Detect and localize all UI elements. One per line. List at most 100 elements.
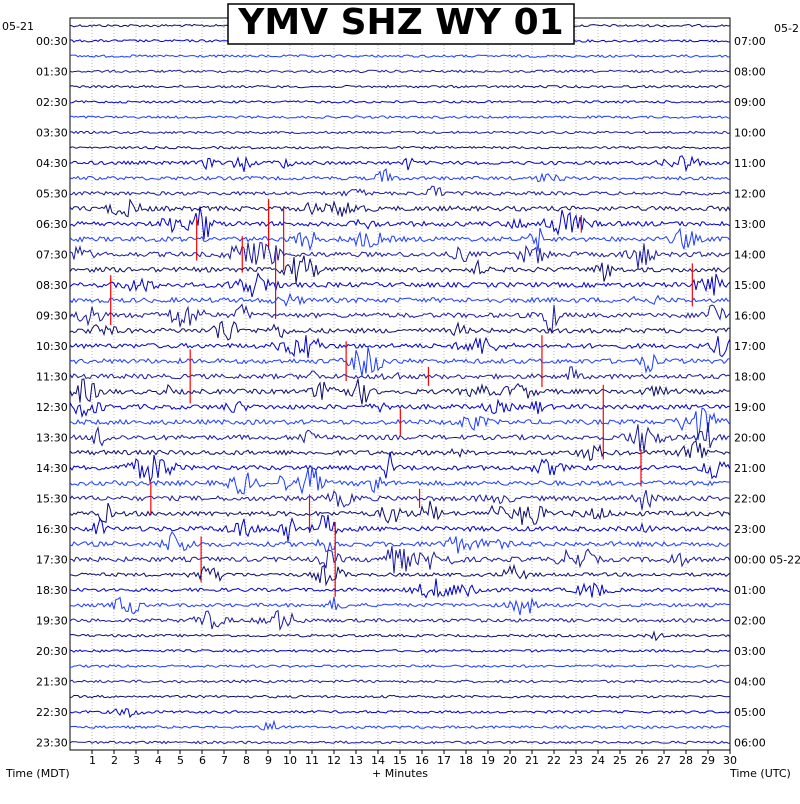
- left-time-label: 05:30: [36, 187, 68, 200]
- trace-row: [69, 466, 731, 495]
- left-time-label: 09:30: [36, 309, 68, 322]
- trace-row: [69, 596, 730, 616]
- trace-row: [69, 694, 730, 699]
- right-axis-label: Time (UTC): [729, 767, 791, 780]
- trace-row: [69, 320, 730, 341]
- left-axis-label: Time (MDT): [5, 767, 70, 780]
- left-date-label: 05-21: [2, 20, 34, 33]
- x-tick-label: 15: [393, 754, 407, 767]
- trace-row: [69, 54, 731, 58]
- left-time-label: 11:30: [36, 370, 68, 383]
- x-tick-label: 22: [547, 754, 561, 767]
- trace-row: [69, 168, 731, 183]
- trace-row: [69, 198, 731, 218]
- trace-row: [69, 69, 731, 74]
- x-tick-label: 3: [133, 754, 140, 767]
- trace-row: [69, 378, 731, 405]
- trace-row: [69, 130, 731, 135]
- right-time-label: 18:00: [734, 370, 766, 383]
- trace-row: [69, 272, 731, 298]
- trace-row: [69, 740, 731, 745]
- trace-row: [69, 545, 731, 574]
- x-tick-label: 14: [371, 754, 385, 767]
- left-time-label: 22:30: [36, 706, 68, 719]
- left-time-label: 12:30: [36, 401, 68, 414]
- right-time-label: 07:00: [734, 35, 766, 48]
- trace-row: [69, 514, 731, 542]
- axis-layer: 00:30 01:30 02:30 03:30 04:30 05:30 06:30 07:30…: [36, 35, 800, 767]
- trace-row: [69, 398, 731, 419]
- right-time-label: 03:00: [734, 645, 766, 658]
- right-time-label: 09:00: [734, 96, 766, 109]
- x-tick-label: 11: [305, 754, 319, 767]
- trace-row: [69, 115, 731, 120]
- right-time-label: 11:00: [734, 157, 766, 170]
- right-time-label: 08:00: [734, 65, 766, 78]
- chart-title: YMV SHZ WY 01: [237, 2, 563, 43]
- trace-row: [69, 303, 731, 334]
- title-box: [227, 3, 575, 45]
- left-time-label: 14:30: [36, 462, 68, 475]
- x-tick-label: 27: [657, 754, 671, 767]
- x-tick-label: 7: [221, 754, 228, 767]
- trace-row: [69, 242, 731, 269]
- x-tick-label: 18: [459, 754, 473, 767]
- x-tick-label: 10: [283, 754, 297, 767]
- x-tick-label: 20: [503, 754, 517, 767]
- right-time-label: 19:00: [734, 401, 766, 414]
- x-tick-label: 30: [723, 754, 737, 767]
- left-time-label: 20:30: [36, 645, 68, 658]
- right-time-label: 02:00: [734, 614, 766, 627]
- right-time-label: 10:00: [734, 126, 766, 139]
- trace-row: [69, 100, 731, 104]
- trace-row: [69, 578, 731, 599]
- trace-row: [69, 255, 731, 284]
- trace-row: [69, 452, 731, 484]
- left-time-label: 03:30: [36, 126, 68, 139]
- trace-row: [69, 422, 731, 452]
- trace-row: [69, 346, 731, 377]
- x-tick-label: 4: [155, 754, 162, 767]
- x-tick-label: 23: [569, 754, 583, 767]
- x-tick-label: 12: [327, 754, 341, 767]
- left-time-label: 06:30: [36, 218, 68, 231]
- x-axis-label: + Minutes: [372, 767, 428, 780]
- trace-row: [69, 708, 731, 719]
- grid-layer: [91, 18, 709, 750]
- x-tick-label: 17: [437, 754, 451, 767]
- trace-row: [69, 206, 731, 240]
- x-tick-label: 1: [89, 754, 96, 767]
- right-time-label: 21:00: [734, 462, 766, 475]
- right-time-label: 22:00: [734, 492, 766, 505]
- trace-row: [69, 335, 731, 358]
- x-tick-label: 25: [613, 754, 627, 767]
- left-time-label: 07:30: [36, 248, 68, 261]
- x-tick-label: 28: [679, 754, 693, 767]
- right-time-label: 00:00 05-22: [734, 553, 800, 566]
- right-time-label: 12:00: [734, 187, 766, 200]
- trace-row: [69, 664, 731, 669]
- trace-row: [69, 84, 731, 89]
- trace-row: [69, 679, 731, 684]
- left-time-label: 02:30: [36, 96, 68, 109]
- x-tick-label: 26: [635, 754, 649, 767]
- right-time-label: 17:00: [734, 340, 766, 353]
- left-time-label: 04:30: [36, 157, 68, 170]
- trace-row: [69, 563, 731, 587]
- left-time-label: 08:30: [36, 279, 68, 292]
- right-time-label: 13:00: [734, 218, 766, 231]
- trace-row: [69, 185, 731, 197]
- right-date-label: 05-2: [774, 22, 799, 35]
- right-time-label: 01:00: [734, 584, 766, 597]
- left-time-label: 18:30: [36, 584, 68, 597]
- trace-row: [69, 531, 731, 554]
- left-time-label: 13:30: [36, 431, 68, 444]
- trace-row: [69, 155, 731, 173]
- left-time-label: 23:30: [36, 736, 68, 749]
- left-time-label: 19:30: [36, 614, 68, 627]
- right-time-label: 20:00: [734, 431, 766, 444]
- trace-row: [69, 489, 731, 510]
- trace-row: [69, 719, 731, 731]
